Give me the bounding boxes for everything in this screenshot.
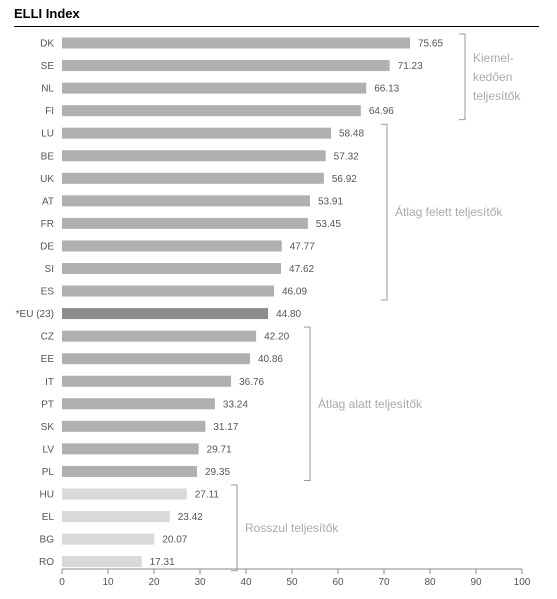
- category-label: UK: [40, 174, 54, 185]
- value-label: 33.24: [223, 399, 248, 410]
- category-label: CZ: [41, 332, 54, 343]
- category-label: SI: [45, 264, 54, 275]
- bar-pl: [62, 465, 198, 477]
- category-label: NL: [41, 84, 54, 95]
- value-label: 29.71: [207, 444, 232, 455]
- value-label: 23.42: [178, 512, 203, 523]
- bar-ro: [62, 556, 142, 568]
- value-label: 36.76: [239, 377, 264, 388]
- category-label: EL: [42, 512, 55, 523]
- value-label: 44.80: [276, 309, 301, 320]
- category-label: BG: [40, 535, 55, 546]
- category-label: SK: [41, 422, 55, 433]
- category-label: DE: [40, 241, 54, 252]
- group-label: teljesítők: [473, 89, 521, 103]
- title-underline: [14, 26, 539, 27]
- bar-it: [62, 375, 232, 387]
- bar-cz: [62, 330, 257, 342]
- bar-lv: [62, 443, 199, 455]
- value-label: 71.23: [398, 61, 423, 72]
- value-label: 47.62: [289, 264, 314, 275]
- bar-se: [62, 60, 390, 72]
- bar-nl: [62, 82, 367, 94]
- bar-de: [62, 240, 282, 252]
- value-label: 64.96: [369, 106, 394, 117]
- group-bracket: [231, 484, 238, 572]
- x-tick-label: 40: [240, 577, 252, 588]
- x-tick-label: 10: [102, 577, 114, 588]
- bar-be: [62, 150, 326, 162]
- x-tick-label: 80: [424, 577, 436, 588]
- category-label: LV: [43, 444, 55, 455]
- group-label: Rosszul teljesítők: [245, 521, 339, 535]
- category-label: HU: [40, 490, 54, 501]
- value-label: 29.35: [205, 467, 230, 478]
- value-label: 53.91: [318, 196, 343, 207]
- bar-lu: [62, 127, 332, 139]
- bar-at: [62, 195, 310, 207]
- value-label: 47.77: [290, 241, 315, 252]
- x-tick-label: 60: [332, 577, 344, 588]
- category-label: EE: [41, 354, 55, 365]
- bar-dk: [62, 37, 410, 49]
- x-tick-label: 30: [194, 577, 206, 588]
- category-label: FR: [41, 219, 54, 230]
- value-label: 27.11: [195, 490, 220, 501]
- group-bracket: [459, 33, 466, 121]
- x-tick-label: 50: [286, 577, 298, 588]
- bar-hu: [62, 488, 187, 500]
- category-label: BE: [41, 151, 55, 162]
- value-label: 20.07: [162, 535, 187, 546]
- value-label: 31.17: [213, 422, 238, 433]
- bar-ee: [62, 353, 250, 365]
- category-label: FI: [45, 106, 54, 117]
- value-label: 66.13: [374, 84, 399, 95]
- category-label: DK: [40, 39, 54, 50]
- value-label: 40.86: [258, 354, 283, 365]
- category-label: PT: [41, 399, 54, 410]
- value-label: 56.92: [332, 174, 357, 185]
- x-tick-label: 20: [148, 577, 160, 588]
- x-tick-label: 90: [470, 577, 482, 588]
- category-label: ES: [41, 287, 55, 298]
- bar-fi: [62, 105, 361, 117]
- bar-el: [62, 511, 170, 523]
- category-label: AT: [42, 196, 54, 207]
- group-label: Átlag felett teljesítők: [395, 204, 503, 219]
- category-label: RO: [39, 557, 54, 568]
- category-label: LU: [41, 129, 54, 140]
- value-label: 57.32: [334, 151, 359, 162]
- value-label: 46.09: [282, 287, 307, 298]
- bar-eu23: [62, 308, 269, 320]
- group-bracket: [381, 123, 388, 301]
- bar-uk: [62, 172, 324, 184]
- value-label: 58.48: [339, 129, 364, 140]
- value-label: 75.65: [418, 39, 443, 50]
- value-label: 53.45: [316, 219, 341, 230]
- group-label: Átlag alatt teljesítők: [318, 396, 423, 411]
- group-label: Kiemel-: [473, 51, 514, 65]
- group-label: kedően: [473, 70, 512, 84]
- bar-sk: [62, 420, 206, 432]
- group-bracket: [304, 326, 311, 481]
- value-label: 17.31: [150, 557, 175, 568]
- bar-fr: [62, 217, 308, 229]
- category-label: SE: [41, 61, 55, 72]
- bar-si: [62, 263, 282, 274]
- chart-title: ELLI Index: [14, 6, 80, 21]
- bar-es: [62, 285, 275, 297]
- category-label: IT: [45, 377, 54, 388]
- value-label: 42.20: [264, 332, 289, 343]
- category-label: PL: [42, 467, 55, 478]
- bar-pt: [62, 398, 215, 410]
- bar-bg: [62, 533, 155, 545]
- category-label: *EU (23): [16, 309, 54, 320]
- x-tick-label: 100: [514, 577, 531, 588]
- x-tick-label: 70: [378, 577, 390, 588]
- x-tick-label: 0: [59, 577, 65, 588]
